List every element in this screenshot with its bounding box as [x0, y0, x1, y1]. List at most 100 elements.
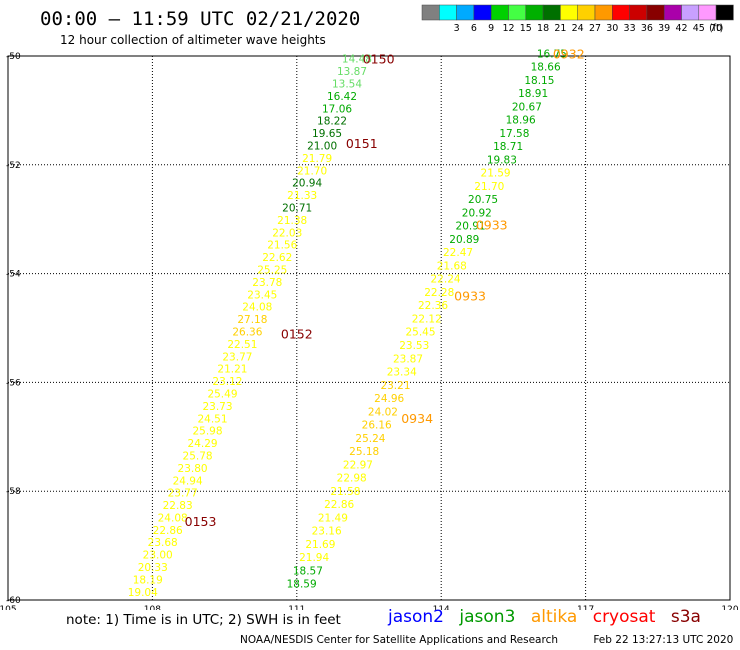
- scale-unit: (ft): [709, 23, 723, 34]
- swh-value: 16.75: [537, 48, 567, 60]
- time-label: 0933: [476, 218, 508, 233]
- swh-value: 21.49: [318, 512, 348, 524]
- swh-value: 18.15: [524, 75, 554, 87]
- swh-value: 20.75: [468, 194, 498, 206]
- swh-value: 23.68: [148, 537, 178, 549]
- swh-value: 25.78: [183, 450, 213, 462]
- swh-value: 25.18: [349, 446, 379, 458]
- swh-value: 20.33: [138, 562, 168, 574]
- scale-label: 18: [537, 23, 549, 34]
- swh-value: 20.92: [462, 207, 492, 219]
- swh-value: 22.28: [424, 287, 454, 299]
- swh-value: 19.04: [128, 587, 158, 599]
- swh-value: 21.79: [302, 153, 332, 165]
- swh-value: 21.70: [474, 181, 504, 193]
- scale-label: 15: [520, 23, 532, 34]
- swh-value: 13.54: [332, 79, 362, 91]
- swh-value: 19.83: [487, 154, 517, 166]
- swh-value: 21.00: [307, 141, 337, 153]
- swh-value: 22.86: [153, 525, 183, 537]
- swh-value: 25.24: [355, 433, 385, 445]
- swh-value: 13.87: [337, 66, 367, 78]
- swh-value: 22.62: [262, 252, 292, 264]
- legend-jason3: jason3: [459, 607, 516, 627]
- color-scale-bar: 3 6 9 12 15 18 21 24 27 30 33 36 39 42 45 70(ft): [421, 4, 734, 34]
- swh-value: 25.98: [192, 426, 222, 438]
- map-frame: [7, 55, 731, 601]
- swh-value: 22.12: [412, 313, 442, 325]
- scale-label: 3: [454, 23, 460, 34]
- swh-value: 26.16: [362, 420, 392, 432]
- legend-jason2: jason2: [388, 607, 444, 627]
- swh-value: 23.87: [393, 353, 423, 365]
- lat-tick-label: -58: [6, 487, 21, 497]
- track-a: 14.4813.8713.5416.4217.0618.2219.6521.00…: [128, 52, 395, 599]
- swh-value: 22.98: [337, 473, 367, 485]
- swh-value: 22.47: [443, 247, 473, 259]
- swh-value: 14.48: [342, 54, 372, 66]
- lat-tick-label: -50: [6, 52, 21, 62]
- satellite-legend: jason2 jason3 altika cryosat s3a: [388, 607, 711, 627]
- swh-value: 22.51: [227, 339, 257, 351]
- swh-value: 24.08: [158, 512, 188, 524]
- swh-value: 22.97: [343, 459, 373, 471]
- scale-label: 30: [606, 23, 618, 34]
- swh-value: 18.59: [287, 579, 317, 591]
- scale-label: 42: [675, 23, 687, 34]
- scale-label: 6: [471, 23, 477, 34]
- swh-value: 21.94: [299, 552, 329, 564]
- swh-value: 21.58: [330, 486, 360, 498]
- swh-value: 22.86: [324, 499, 354, 511]
- swh-value: 16.42: [327, 91, 357, 103]
- swh-value: 20.89: [449, 234, 479, 246]
- lon-tick-label: 117: [577, 605, 594, 610]
- swh-value: 21.69: [305, 539, 335, 551]
- lat-tick-label: -60: [6, 596, 21, 606]
- scale-label: 24: [572, 23, 584, 34]
- scale-label: 9: [488, 23, 494, 34]
- time-label: 0152: [281, 326, 313, 341]
- swh-value: 21.33: [287, 190, 317, 202]
- units-note: note: 1) Time is in UTC; 2) SWH is in fe…: [66, 612, 341, 628]
- time-label: 0933: [454, 288, 486, 303]
- swh-value: 25.49: [207, 388, 237, 400]
- swh-value: 18.57: [293, 565, 323, 577]
- time-label: 0151: [346, 136, 378, 151]
- swh-value: 23.80: [178, 463, 208, 475]
- swh-value: 23.78: [252, 277, 282, 289]
- swh-value: 25.45: [405, 327, 435, 339]
- swh-value: 24.29: [188, 438, 218, 450]
- scale-label: 45: [693, 23, 705, 34]
- swh-value: 22.36: [418, 300, 448, 312]
- scale-label: 33: [624, 23, 636, 34]
- swh-value: 23.77: [222, 351, 252, 363]
- scale-label: 12: [502, 23, 514, 34]
- legend-cryosat: cryosat: [592, 607, 656, 627]
- time-label: 0150: [363, 52, 395, 67]
- scale-label: 21: [554, 23, 566, 34]
- swh-value: 21.38: [277, 215, 307, 227]
- swh-value: 23.77: [168, 488, 198, 500]
- swh-value: 23.16: [312, 526, 342, 538]
- swh-value: 22.24: [431, 274, 461, 286]
- page-subtitle: 12 hour collection of altimeter wave hei…: [60, 33, 326, 47]
- swh-value: 24.08: [242, 302, 272, 314]
- swh-value: 23.53: [399, 340, 429, 352]
- swh-value: 18.19: [133, 574, 163, 586]
- lon-tick-label: 120: [721, 605, 738, 610]
- time-label: 0934: [401, 411, 433, 426]
- lon-tick-label: 111: [288, 605, 305, 610]
- wave-height-map[interactable]: 105 108 111 114 117 120 -50 -52 -54 -56 -58 -60 14.4…: [0, 0, 740, 610]
- swh-value: 22.83: [163, 500, 193, 512]
- swh-value: 23.34: [387, 367, 417, 379]
- scale-label: 27: [589, 23, 601, 34]
- swh-value: 18.96: [506, 115, 536, 127]
- lat-tick-label: -52: [6, 161, 21, 171]
- swh-value: 21.68: [437, 260, 467, 272]
- time-label: 0932: [553, 46, 585, 61]
- swh-value: 20.91: [456, 221, 486, 233]
- swh-value: 24.94: [173, 475, 203, 487]
- swh-value: 18.66: [531, 62, 561, 74]
- swh-value: 19.65: [312, 128, 342, 140]
- scale-label: 36: [641, 23, 653, 34]
